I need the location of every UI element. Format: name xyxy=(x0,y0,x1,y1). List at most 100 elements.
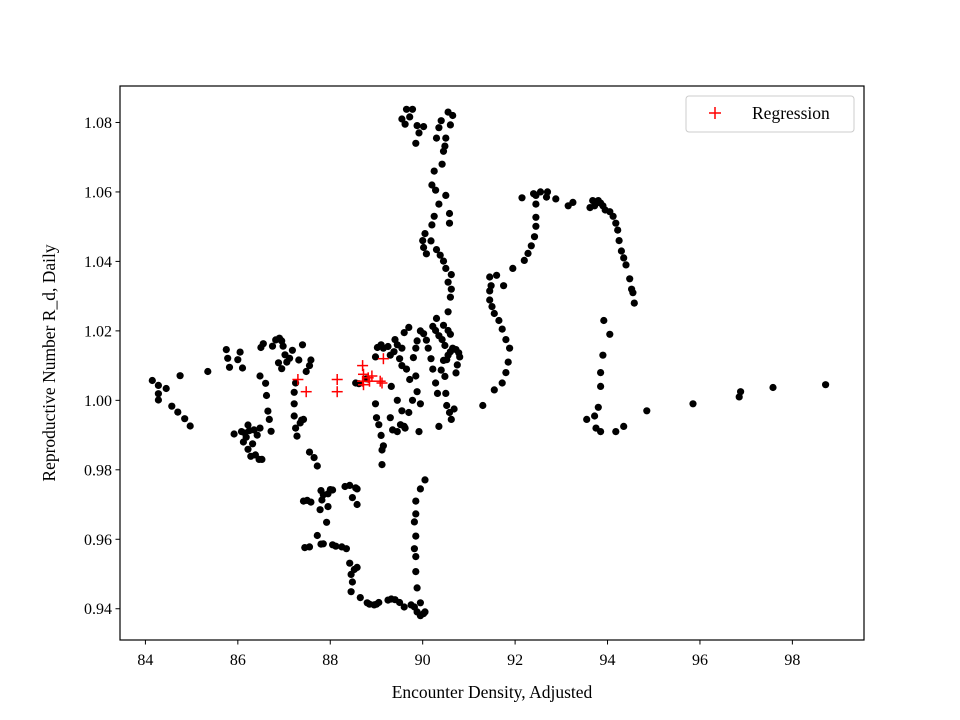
data-point xyxy=(532,222,540,230)
data-point xyxy=(154,390,162,398)
data-point xyxy=(238,364,247,372)
data-point xyxy=(412,510,420,518)
data-point xyxy=(249,440,257,448)
data-point xyxy=(307,356,315,364)
data-point xyxy=(490,386,498,394)
data-point xyxy=(422,250,430,258)
data-point xyxy=(428,181,436,189)
data-point xyxy=(502,369,510,377)
data-point xyxy=(401,120,409,128)
data-point xyxy=(324,503,332,511)
data-point xyxy=(400,603,408,611)
data-point xyxy=(347,588,355,596)
data-point xyxy=(498,325,506,333)
data-point xyxy=(290,400,298,408)
data-point xyxy=(628,285,636,293)
data-point xyxy=(430,167,438,175)
data-point xyxy=(435,200,443,208)
data-point xyxy=(643,407,651,415)
data-point xyxy=(224,354,232,362)
data-point xyxy=(490,309,498,318)
data-point xyxy=(409,354,417,362)
data-point xyxy=(222,346,230,354)
data-point xyxy=(353,563,361,572)
data-point xyxy=(256,424,264,432)
regression-point xyxy=(376,377,388,389)
data-point xyxy=(204,367,212,376)
data-point xyxy=(442,264,450,272)
regression-point xyxy=(331,386,343,398)
data-point xyxy=(424,344,432,352)
data-point xyxy=(488,303,496,311)
data-point xyxy=(408,396,417,404)
data-point xyxy=(398,115,406,123)
data-point xyxy=(305,448,314,456)
data-point xyxy=(313,531,321,540)
data-point xyxy=(532,200,540,208)
data-point xyxy=(402,105,411,113)
data-point xyxy=(500,282,508,290)
data-point xyxy=(520,256,528,264)
data-point xyxy=(447,285,455,293)
data-point xyxy=(264,407,272,415)
data-point xyxy=(427,355,435,363)
data-point xyxy=(412,372,420,380)
data-point xyxy=(234,356,242,364)
data-point xyxy=(444,108,452,116)
x-axis: 84 86 88 90 92 94 96 98 xyxy=(137,640,800,669)
data-point xyxy=(318,496,326,504)
data-point xyxy=(412,532,420,540)
data-point xyxy=(176,372,184,380)
regression-point xyxy=(377,353,389,365)
data-point xyxy=(591,412,599,420)
data-point xyxy=(586,204,594,212)
data-point xyxy=(313,462,321,470)
data-point xyxy=(446,293,454,301)
data-point xyxy=(450,405,458,413)
data-point xyxy=(504,358,512,366)
data-point xyxy=(437,117,445,125)
data-point xyxy=(442,134,450,142)
data-point xyxy=(432,186,440,194)
x-tick-label: 90 xyxy=(415,652,431,669)
data-point xyxy=(406,375,414,384)
data-point xyxy=(268,342,277,350)
data-point xyxy=(348,494,356,502)
data-point xyxy=(265,415,273,423)
data-point xyxy=(509,264,517,272)
data-point xyxy=(415,129,423,137)
data-point xyxy=(353,500,361,509)
data-point xyxy=(412,497,420,505)
data-point xyxy=(612,219,620,227)
y-tick-label: 1.06 xyxy=(84,184,112,201)
data-point xyxy=(371,400,380,408)
y-tick-label: 1.08 xyxy=(84,115,112,132)
data-point xyxy=(302,367,310,376)
data-point xyxy=(432,134,441,142)
x-tick-label: 86 xyxy=(230,652,246,669)
x-tick-label: 96 xyxy=(692,652,708,669)
data-point xyxy=(412,344,420,352)
data-point xyxy=(250,426,258,434)
data-point xyxy=(290,412,298,420)
data-point xyxy=(373,343,381,352)
regression-point xyxy=(364,375,375,387)
data-point xyxy=(295,356,303,364)
data-point xyxy=(372,414,381,422)
data-point xyxy=(299,415,308,423)
data-point xyxy=(230,430,238,438)
data-point xyxy=(393,428,401,436)
data-point xyxy=(502,336,510,344)
data-point xyxy=(444,278,452,286)
data-point xyxy=(371,353,380,361)
data-point xyxy=(530,233,539,241)
data-point xyxy=(689,400,697,408)
data-point xyxy=(377,431,385,439)
data-point xyxy=(162,384,170,393)
data-point xyxy=(421,608,429,616)
data-point xyxy=(435,422,443,430)
data-point xyxy=(181,415,189,423)
data-point xyxy=(432,379,440,387)
data-point xyxy=(375,421,383,429)
data-point xyxy=(253,431,261,439)
